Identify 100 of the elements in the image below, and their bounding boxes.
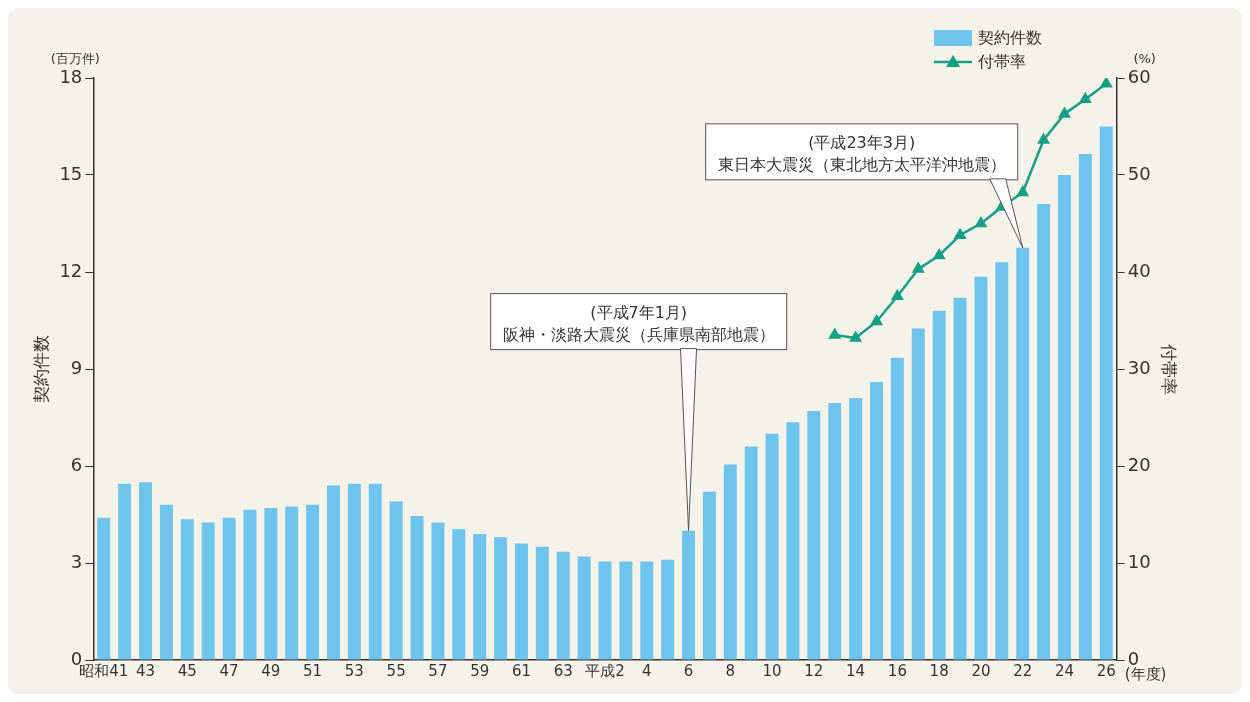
point — [1017, 186, 1029, 197]
y2-tick-label: 20 — [1127, 453, 1151, 475]
bar — [1078, 153, 1092, 660]
bar — [97, 517, 111, 660]
y2-tick-label: 40 — [1127, 259, 1151, 281]
y2-axis-title: 付帯率 — [1159, 342, 1180, 395]
bar — [159, 504, 173, 660]
x-tick-label: 61 — [511, 661, 531, 680]
x-tick-label: 18 — [929, 661, 949, 680]
bar — [514, 543, 528, 660]
y-tick-label: 15 — [59, 162, 83, 184]
bar — [347, 483, 361, 660]
legend-label: 付帯率 — [978, 51, 1026, 73]
bar — [535, 546, 549, 660]
text: (百万件) — [50, 50, 100, 66]
x-tick-label: 20 — [971, 661, 991, 680]
x-tick-label: 16 — [887, 661, 907, 680]
bar — [139, 482, 152, 660]
y2-tick-label: 30 — [1127, 356, 1151, 378]
y-axis-title: 契約件数 — [30, 335, 51, 403]
x-tick-label: 10 — [762, 661, 782, 680]
x-tick-label: 22 — [1013, 661, 1033, 680]
x-tick-label: 14 — [846, 661, 866, 680]
y-tick-label: 12 — [59, 259, 83, 281]
bar — [974, 276, 988, 660]
point — [850, 331, 862, 342]
bar — [1037, 204, 1051, 660]
x-tick-label: 59 — [470, 661, 490, 680]
point — [933, 249, 945, 260]
bar — [995, 262, 1009, 660]
x-tick-label: 12 — [804, 661, 824, 680]
bar — [1058, 175, 1071, 660]
x-tick-label: 平成2 — [585, 661, 625, 680]
annotation: (平成7年1月) 阪神・淡路大震災（兵庫県南部地震） — [502, 302, 775, 344]
x-tick-label: 24 — [1054, 661, 1075, 680]
bar — [118, 483, 132, 660]
bar — [473, 533, 487, 660]
y-tick-label: 3 — [70, 550, 83, 572]
bar — [1099, 126, 1113, 660]
point — [1038, 133, 1050, 144]
x-tick-label: 43 — [135, 661, 156, 680]
legend-label: 契約件数 — [978, 27, 1042, 49]
point — [912, 262, 924, 273]
bar — [389, 501, 403, 660]
bar — [661, 559, 675, 660]
bar — [201, 522, 215, 660]
bar — [243, 509, 257, 660]
x-tick-label: 4 — [642, 661, 652, 680]
text: (%) — [1133, 50, 1156, 66]
bar — [222, 517, 236, 660]
x-tick-label: 63 — [553, 661, 573, 680]
y2-tick-label: 50 — [1127, 162, 1151, 184]
bar — [786, 422, 800, 660]
y-tick-label: 18 — [59, 65, 83, 87]
x-tick-label: 53 — [344, 661, 364, 680]
y2-tick-label: 10 — [1127, 550, 1151, 572]
bar — [849, 398, 863, 660]
point — [1058, 107, 1071, 118]
bar — [870, 381, 883, 660]
x-tick-label: 57 — [428, 661, 448, 680]
x-tick-label: 49 — [261, 661, 281, 680]
annotation: (平成23年3月) 東日本大震災（東北地方太平洋沖地震） — [717, 132, 1006, 174]
bar — [598, 561, 612, 660]
bar — [306, 504, 320, 660]
bar — [828, 402, 842, 660]
x-tick-label: 47 — [219, 661, 239, 680]
bar — [431, 522, 445, 660]
bar — [327, 485, 340, 660]
x-tick-label: 55 — [386, 661, 406, 680]
y2-tick-label: 60 — [1127, 65, 1151, 87]
bar — [410, 516, 424, 660]
bar — [744, 446, 758, 660]
point — [870, 315, 883, 326]
point — [1100, 78, 1112, 88]
y-tick-label: 6 — [70, 453, 83, 475]
bar — [953, 297, 967, 660]
x-tick-label: 6 — [683, 661, 694, 680]
x-tick-label: 45 — [177, 661, 197, 680]
bar — [702, 491, 716, 660]
point — [829, 328, 841, 339]
bar — [911, 328, 925, 660]
bar — [180, 519, 194, 660]
bar — [765, 433, 779, 660]
bar — [807, 411, 821, 660]
y-tick-label: 9 — [70, 356, 83, 378]
bar — [368, 483, 382, 660]
bar — [264, 508, 278, 660]
bar — [723, 464, 737, 660]
bar — [640, 561, 654, 660]
bar — [619, 561, 633, 660]
bar — [285, 506, 299, 660]
bar — [890, 357, 904, 660]
x-tick-label: 8 — [725, 661, 736, 680]
bar — [577, 556, 591, 660]
bar — [556, 551, 570, 660]
x-tick-label: 26 — [1096, 661, 1116, 680]
x-tick-label: 51 — [303, 661, 323, 680]
bar — [452, 529, 466, 660]
bar — [494, 537, 508, 660]
point — [954, 228, 966, 239]
